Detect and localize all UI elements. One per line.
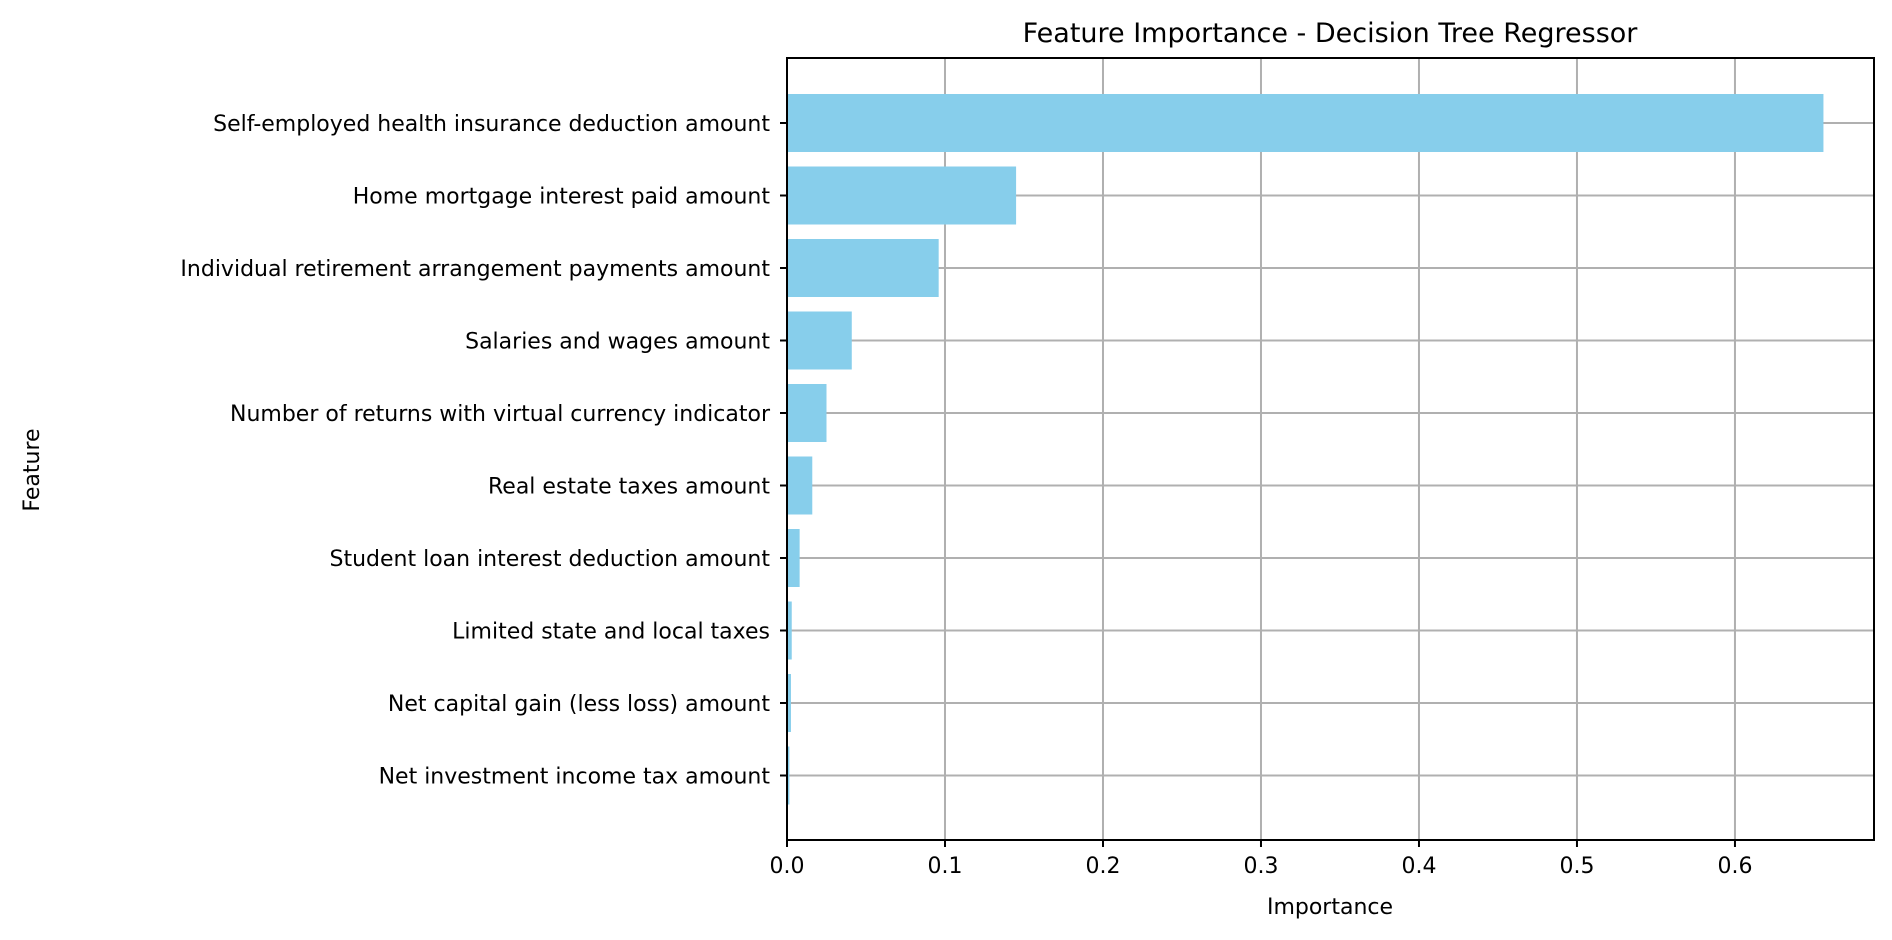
bar [787, 384, 827, 442]
y-tick-label: Home mortgage interest paid amount [353, 185, 771, 210]
bar [787, 94, 1824, 152]
y-tick-label: Net investment income tax amount [379, 765, 771, 790]
plot-frame [786, 57, 1875, 841]
bar [787, 239, 939, 297]
y-tick-label: Self-employed health insurance deduction… [213, 112, 770, 137]
bar [787, 311, 852, 370]
x-tick-label: 0.3 [1243, 854, 1278, 879]
bar [787, 746, 790, 805]
bar [787, 529, 800, 587]
y-tick-label: Real estate taxes amount [488, 475, 770, 500]
x-tick-label: 0.2 [1085, 854, 1120, 879]
y-axis-ticks: Self-employed health insurance deduction… [180, 112, 787, 790]
x-tick-label: 0.0 [770, 854, 805, 879]
x-axis-label: Importance [1267, 895, 1393, 920]
x-tick-label: 0.4 [1401, 854, 1436, 879]
x-tick-label: 0.1 [927, 854, 962, 879]
bar [787, 674, 791, 732]
bar [787, 456, 813, 515]
x-tick-label: 0.5 [1559, 854, 1594, 879]
chart-title: Feature Importance - Decision Tree Regre… [1023, 18, 1639, 49]
bar [787, 166, 1017, 225]
y-axis-label: Feature [20, 428, 45, 511]
y-tick-label: Salaries and wages amount [465, 330, 770, 355]
x-tick-label: 0.6 [1717, 854, 1752, 879]
y-tick-label: Number of returns with virtual currency … [230, 402, 771, 427]
y-tick-label: Individual retirement arrangement paymen… [180, 257, 770, 282]
y-tick-label: Limited state and local taxes [452, 620, 770, 645]
bars [787, 94, 1824, 805]
y-tick-label: Student loan interest deduction amount [329, 547, 770, 572]
x-axis-ticks: 0.0 0.1 0.2 0.3 0.4 0.5 0.6 [770, 840, 1752, 879]
y-tick-label: Net capital gain (less loss) amount [388, 692, 770, 717]
bar [787, 601, 792, 660]
